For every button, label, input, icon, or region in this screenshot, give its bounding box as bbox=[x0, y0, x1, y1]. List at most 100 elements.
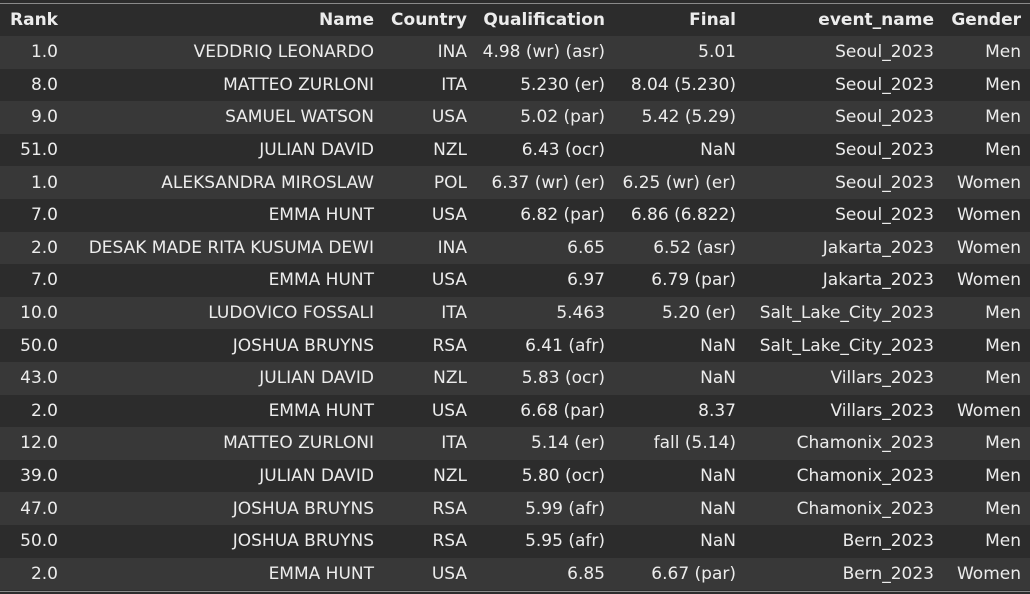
cell-gender: Women bbox=[943, 394, 1030, 428]
table-row: 39.0 JULIAN DAVID NZL 5.80 (ocr) NaN Chamonix… bbox=[0, 459, 1030, 493]
cell-final: 6.25 (wr) (er) bbox=[614, 166, 745, 199]
cell-gender: Men bbox=[943, 296, 1030, 330]
cell-event-name: Salt_Lake_City_2023 bbox=[745, 329, 943, 362]
cell-gender: Men bbox=[943, 492, 1030, 525]
cell-qualification: 5.14 (er) bbox=[476, 427, 614, 460]
cell-name: JOSHUA BRUYNS bbox=[67, 329, 383, 362]
cell-name: DESAK MADE RITA KUSUMA DEWI bbox=[67, 231, 383, 265]
cell-country: INA bbox=[383, 231, 476, 265]
cell-rank: 2.0 bbox=[0, 557, 67, 591]
cell-rank: 12.0 bbox=[0, 427, 67, 460]
cell-country: INA bbox=[383, 36, 476, 69]
cell-qualification: 4.98 (wr) (asr) bbox=[476, 36, 614, 69]
cell-final: NaN bbox=[614, 361, 745, 395]
cell-final: NaN bbox=[614, 524, 745, 558]
table-row: 43.0 JULIAN DAVID NZL 5.83 (ocr) NaN Villars_… bbox=[0, 361, 1030, 395]
cell-gender: Men bbox=[943, 329, 1030, 362]
cell-country: RSA bbox=[383, 492, 476, 525]
cell-country: USA bbox=[383, 557, 476, 591]
cell-country: ITA bbox=[383, 427, 476, 460]
cell-final: fall (5.14) bbox=[614, 427, 745, 460]
cell-gender: Men bbox=[943, 427, 1030, 460]
cell-rank: 50.0 bbox=[0, 524, 67, 558]
cell-gender: Women bbox=[943, 264, 1030, 297]
cell-event-name: Salt_Lake_City_2023 bbox=[745, 296, 943, 330]
cell-name: LUDOVICO FOSSALI bbox=[67, 296, 383, 330]
cell-event-name: Bern_2023 bbox=[745, 524, 943, 558]
cell-event-name: Villars_2023 bbox=[745, 361, 943, 395]
cell-country: USA bbox=[383, 264, 476, 297]
table-row: 2.0 EMMA HUNT USA 6.68 (par) 8.37 Villars_202… bbox=[0, 394, 1030, 428]
cell-country: POL bbox=[383, 166, 476, 199]
cell-gender: Men bbox=[943, 68, 1030, 102]
cell-qualification: 5.02 (par) bbox=[476, 101, 614, 134]
cell-qualification: 5.83 (ocr) bbox=[476, 361, 614, 395]
cell-country: USA bbox=[383, 198, 476, 232]
results-table: Rank Name Country Qualification Final ev… bbox=[0, 4, 1030, 591]
table-row: 47.0 JOSHUA BRUYNS RSA 5.99 (afr) NaN Chamoni… bbox=[0, 492, 1030, 525]
cell-gender: Women bbox=[943, 231, 1030, 265]
cell-final: 5.20 (er) bbox=[614, 296, 745, 330]
header-row: Rank Name Country Qualification Final ev… bbox=[0, 4, 1030, 36]
cell-name: JULIAN DAVID bbox=[67, 361, 383, 395]
cell-rank: 47.0 bbox=[0, 492, 67, 525]
cell-gender: Men bbox=[943, 524, 1030, 558]
cell-country: USA bbox=[383, 394, 476, 428]
cell-final: 6.52 (asr) bbox=[614, 231, 745, 265]
cell-event-name: Chamonix_2023 bbox=[745, 427, 943, 460]
header-final: Final bbox=[614, 4, 745, 36]
cell-gender: Men bbox=[943, 459, 1030, 493]
cell-name: SAMUEL WATSON bbox=[67, 101, 383, 134]
cell-gender: Women bbox=[943, 198, 1030, 232]
cell-rank: 8.0 bbox=[0, 68, 67, 102]
cell-qualification: 5.99 (afr) bbox=[476, 492, 614, 525]
cell-event-name: Chamonix_2023 bbox=[745, 459, 943, 493]
cell-gender: Women bbox=[943, 557, 1030, 591]
cell-event-name: Bern_2023 bbox=[745, 557, 943, 591]
cell-country: RSA bbox=[383, 329, 476, 362]
cell-event-name: Villars_2023 bbox=[745, 394, 943, 428]
table-header: Rank Name Country Qualification Final ev… bbox=[0, 4, 1030, 36]
header-name: Name bbox=[67, 4, 383, 36]
cell-rank: 2.0 bbox=[0, 231, 67, 265]
cell-final: 8.04 (5.230) bbox=[614, 68, 745, 102]
cell-event-name: Jakarta_2023 bbox=[745, 231, 943, 265]
cell-event-name: Seoul_2023 bbox=[745, 68, 943, 102]
table-row: 12.0 MATTEO ZURLONI ITA 5.14 (er) fall (5.14… bbox=[0, 427, 1030, 460]
table-row: 8.0 MATTEO ZURLONI ITA 5.230 (er) 8.04 (5.23… bbox=[0, 68, 1030, 102]
cell-rank: 10.0 bbox=[0, 296, 67, 330]
cell-name: EMMA HUNT bbox=[67, 394, 383, 428]
cell-rank: 7.0 bbox=[0, 264, 67, 297]
cell-event-name: Seoul_2023 bbox=[745, 166, 943, 199]
cell-name: VEDDRIQ LEONARDO bbox=[67, 36, 383, 69]
cell-country: NZL bbox=[383, 459, 476, 493]
cell-event-name: Seoul_2023 bbox=[745, 133, 943, 167]
cell-qualification: 5.230 (er) bbox=[476, 68, 614, 102]
cell-event-name: Seoul_2023 bbox=[745, 101, 943, 134]
table-top-rule bbox=[0, 3, 1030, 4]
cell-name: EMMA HUNT bbox=[67, 198, 383, 232]
cell-gender: Women bbox=[943, 166, 1030, 199]
cell-qualification: 6.68 (par) bbox=[476, 394, 614, 428]
cell-name: JOSHUA BRUYNS bbox=[67, 492, 383, 525]
cell-qualification: 5.95 (afr) bbox=[476, 524, 614, 558]
cell-final: NaN bbox=[614, 492, 745, 525]
cell-gender: Men bbox=[943, 101, 1030, 134]
cell-event-name: Seoul_2023 bbox=[745, 36, 943, 69]
table-body: 1.0 VEDDRIQ LEONARDO INA 4.98 (wr) (asr) 5.0… bbox=[0, 36, 1030, 591]
cell-name: EMMA HUNT bbox=[67, 264, 383, 297]
cell-qualification: 6.85 bbox=[476, 557, 614, 591]
table-row: 2.0 DESAK MADE RITA KUSUMA DEWI INA 6.65 6.5… bbox=[0, 231, 1030, 265]
cell-country: RSA bbox=[383, 524, 476, 558]
cell-qualification: 6.82 (par) bbox=[476, 198, 614, 232]
cell-rank: 1.0 bbox=[0, 166, 67, 199]
cell-country: ITA bbox=[383, 68, 476, 102]
table-bottom-rule bbox=[0, 591, 1030, 592]
cell-event-name: Chamonix_2023 bbox=[745, 492, 943, 525]
cell-event-name: Seoul_2023 bbox=[745, 198, 943, 232]
cell-final: 6.86 (6.822) bbox=[614, 198, 745, 232]
cell-final: NaN bbox=[614, 329, 745, 362]
cell-final: NaN bbox=[614, 133, 745, 167]
cell-rank: 2.0 bbox=[0, 394, 67, 428]
